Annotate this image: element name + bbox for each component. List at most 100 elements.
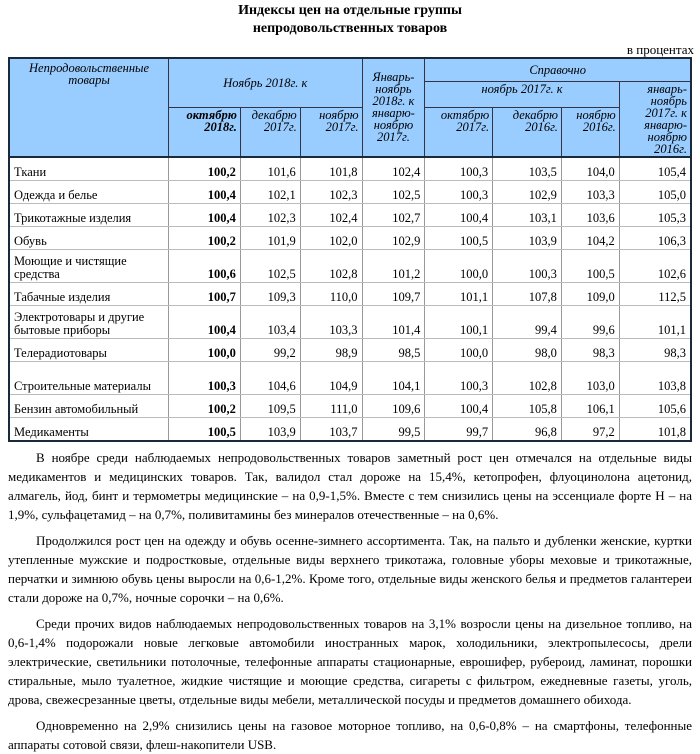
header-nov2017-col: ноябрю 2017г. — [299, 107, 363, 157]
cell-value: 100,5 — [168, 417, 241, 441]
cell-value: 107,8 — [492, 282, 562, 306]
header-jan-nov2018: Январь-ноябрь 2018г. к январю-ноябрю 201… — [361, 57, 426, 157]
table-row: Ткани 100,2 101,6 101,8 102,4 100,3 103,5 104,0… — [8, 155, 691, 181]
cell-value: 98,3 — [560, 338, 620, 362]
cell-value: 103,9 — [492, 226, 562, 250]
cell-value: 99,7 — [424, 417, 493, 441]
row-name: Ткани — [8, 155, 169, 181]
table-row: Телерадиотовары 100,0 99,2 98,9 98,5 100,0 98,… — [8, 338, 691, 362]
cell-value: 106,1 — [560, 394, 620, 418]
row-name: Табачные изделия — [8, 282, 169, 306]
row-name: Обувь — [8, 226, 169, 250]
cell-value: 102,1 — [239, 180, 301, 204]
cell-value: 100,2 — [168, 394, 241, 418]
cell-value: 100,0 — [424, 338, 493, 362]
cell-value: 100,4 — [168, 305, 241, 339]
row-name: Электротовары и другие бытовые приборы — [8, 305, 169, 339]
cell-value: 98,3 — [618, 338, 691, 362]
row-name: Телерадиотовары — [8, 338, 169, 362]
cell-value: 109,0 — [560, 282, 620, 306]
cell-value: 101,6 — [239, 155, 301, 181]
cell-value: 101,1 — [424, 282, 493, 306]
title-line: Индексы цен на отдельные группы — [238, 3, 462, 18]
cell-value: 103,4 — [239, 305, 301, 339]
cell-value: 100,0 — [168, 338, 241, 362]
cell-value: 101,9 — [239, 226, 301, 250]
cell-value: 100,2 — [168, 155, 241, 181]
cell-value: 102,7 — [361, 203, 425, 227]
row-name: Строительные материалы — [8, 361, 169, 395]
cell-value: 103,6 — [560, 203, 620, 227]
table-row: Трикотажные изделия 100,4 102,3 102,4 102,7 1… — [8, 203, 691, 227]
header-reference: Справочно — [424, 57, 692, 82]
header-nov2018: Ноябрь 2018г. к — [168, 57, 363, 109]
cell-value: 106,3 — [618, 226, 691, 250]
cell-value: 105,6 — [618, 394, 691, 418]
cell-value: 103,5 — [492, 155, 562, 181]
row-name: Медикаменты — [8, 417, 169, 441]
cell-value: 110,0 — [299, 282, 363, 306]
cell-value: 111,0 — [299, 394, 363, 418]
cell-value: 100,4 — [168, 203, 241, 227]
cell-value: 105,8 — [492, 394, 562, 418]
paragraph: Среди прочих видов наблюдаемых непродово… — [8, 615, 692, 707]
header-name: Непродовольственные товары — [8, 57, 170, 157]
table-row: Табачные изделия 100,7 109,3 110,0 109,7 101,… — [8, 282, 691, 306]
paragraph: В ноябре среди наблюдаемых непродовольст… — [8, 449, 692, 522]
table-row: Бензин автомобильный 100,2 109,5 111,0 109,6… — [8, 394, 691, 418]
cell-value: 102,8 — [492, 361, 562, 395]
cell-value: 100,3 — [168, 361, 241, 395]
cell-value: 104,0 — [560, 155, 620, 181]
cell-value: 103,3 — [299, 305, 363, 339]
cell-value: 104,6 — [239, 361, 301, 395]
cell-value: 109,6 — [361, 394, 425, 418]
cell-value: 103,0 — [560, 361, 620, 395]
cell-value: 100,7 — [168, 282, 241, 306]
cell-value: 101,2 — [361, 249, 425, 283]
cell-value: 100,5 — [424, 226, 493, 250]
table-row: Одежда и белье 100,4 102,1 102,3 102,5 100,3 1… — [8, 180, 691, 204]
table-row: Обувь 100,2 101,9 102,0 102,9 100,5 103,9 104,2… — [8, 226, 691, 250]
cell-value: 102,0 — [299, 226, 363, 250]
unit-label: в процентах — [626, 42, 694, 57]
header-nov2016: ноябрю 2016г. — [560, 107, 620, 157]
cell-value: 101,4 — [361, 305, 425, 339]
cell-value: 105,0 — [618, 180, 691, 204]
row-name: Трикотажные изделия — [8, 203, 169, 227]
cell-value: 112,5 — [618, 282, 691, 306]
table-row: Моющие и чистящие средства 100,6 102,5 102,… — [8, 249, 691, 283]
cell-value: 100,4 — [424, 203, 493, 227]
cell-value: 99,4 — [492, 305, 562, 339]
paragraph: Продолжился рост цен на одежду и обувь о… — [8, 532, 692, 605]
cell-value: 98,0 — [492, 338, 562, 362]
commentary: В ноябре среди наблюдаемых непродовольст… — [0, 448, 700, 754]
cell-value: 109,7 — [361, 282, 425, 306]
header-nov2017: ноябрь 2017г. к — [424, 80, 620, 109]
header-oct2018: октябрю 2018г. — [168, 107, 241, 157]
cell-value: 97,2 — [560, 417, 620, 441]
cell-value: 102,5 — [239, 249, 301, 283]
cell-value: 99,2 — [239, 338, 301, 362]
cell-value: 100,1 — [424, 305, 493, 339]
cell-value: 103,7 — [299, 417, 363, 441]
cell-value: 105,3 — [618, 203, 691, 227]
cell-value: 102,3 — [239, 203, 301, 227]
cell-value: 100,5 — [560, 249, 620, 283]
cell-value: 98,5 — [361, 338, 425, 362]
cell-value: 102,3 — [299, 180, 363, 204]
header-oct2017: октябрю 2017г. — [424, 107, 494, 157]
cell-value: 100,3 — [424, 361, 493, 395]
cell-value: 99,6 — [560, 305, 620, 339]
header-jan-nov2017: январь-ноябрь 2017г. к январю-ноябрю 201… — [618, 80, 692, 157]
cell-value: 103,8 — [618, 361, 691, 395]
cell-value: 100,3 — [424, 180, 493, 204]
cell-value: 104,1 — [361, 361, 425, 395]
cell-value: 98,9 — [299, 338, 363, 362]
cell-value: 104,2 — [560, 226, 620, 250]
paragraph: Одновременно на 2,9% снизились цены на г… — [8, 717, 692, 752]
cell-value: 100,3 — [424, 155, 493, 181]
row-name: Бензин автомобильный — [8, 394, 169, 418]
cell-value: 100,3 — [492, 249, 562, 283]
header-dec2017: декабрю 2017г. — [239, 107, 301, 157]
price-index-table: Непродовольственные товары Ноябрь 2018г.… — [8, 57, 692, 442]
